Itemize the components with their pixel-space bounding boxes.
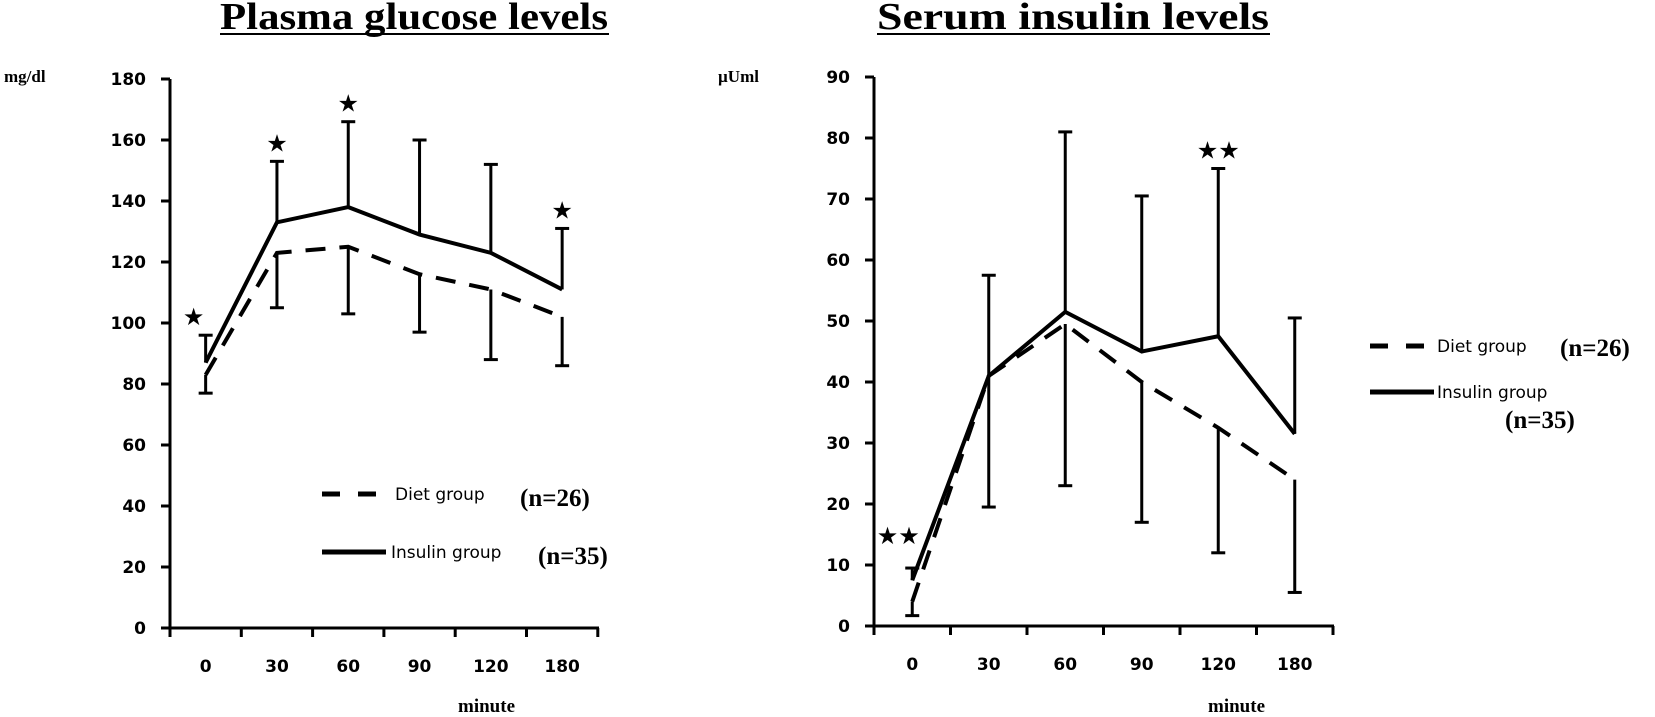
series-line <box>203 205 564 364</box>
y-tick-label: 10 <box>826 556 850 576</box>
significance-star: ★ <box>266 129 288 157</box>
y-tick-label: 90 <box>826 68 850 88</box>
y-tick-label: 100 <box>111 314 147 334</box>
y-tick-label: 40 <box>826 373 850 393</box>
series-line <box>203 244 563 376</box>
x-axis-label: minute <box>1208 696 1265 717</box>
legend-label-diet: Diet group <box>395 485 485 505</box>
y-tick-label: 80 <box>826 129 850 149</box>
legend-n-diet: (n=26) <box>520 485 590 512</box>
x-tick-label: 180 <box>544 657 580 677</box>
y-tick-label: 180 <box>111 70 147 90</box>
series-insulin-group <box>198 120 570 364</box>
x-tick-label: 90 <box>408 657 432 677</box>
axes: 0 10 20 30 40 50 60 70 80 90 0 30 60 90 120 180 <box>826 68 1335 675</box>
legend-label-diet: Diet group <box>1437 337 1527 357</box>
x-tick-label: 120 <box>1201 655 1237 675</box>
y-tick-label: 60 <box>122 436 146 456</box>
series-insulin-group <box>905 130 1302 581</box>
y-tick-label: 120 <box>111 253 147 273</box>
x-tick-label: 120 <box>473 657 509 677</box>
axes: 0 20 40 60 80 100 120 140 160 180 0 30 60 90 120 180 <box>111 70 600 677</box>
legend-label-insulin: Insulin group <box>1437 383 1547 403</box>
legend-label-insulin: Insulin group <box>391 543 501 563</box>
y-tick-label: 50 <box>826 312 850 332</box>
x-tick-label: 0 <box>200 657 212 677</box>
y-tick-label: 30 <box>826 434 850 454</box>
x-tick-label: 30 <box>265 657 289 677</box>
significance-star: ★ <box>183 303 205 331</box>
x-axis-label: minute <box>458 696 515 717</box>
x-tick-label: 60 <box>336 657 360 677</box>
legend-n-insulin: (n=35) <box>1505 407 1575 434</box>
series-line <box>910 321 1296 603</box>
y-tick-label: 80 <box>122 375 146 395</box>
legend-n-diet: (n=26) <box>1560 335 1630 362</box>
x-tick-label: 60 <box>1053 655 1077 675</box>
x-tick-label: 0 <box>906 655 918 675</box>
y-axis-unit: mg/dl <box>4 67 46 86</box>
series-line <box>910 309 1297 581</box>
significance-star: ★ <box>337 90 359 118</box>
chart-title: Serum insulin levels <box>877 0 1269 38</box>
y-tick-label: 0 <box>134 619 146 639</box>
chart-title: Plasma glucose levels <box>220 0 608 38</box>
y-tick-label: 160 <box>111 131 147 151</box>
significance-star: ★★ <box>1197 137 1240 165</box>
x-tick-label: 90 <box>1130 655 1154 675</box>
series-diet-group <box>198 244 570 395</box>
y-tick-label: 40 <box>122 497 146 517</box>
y-tick-label: 20 <box>826 495 850 515</box>
legend-n-insulin: (n=35) <box>538 543 608 570</box>
legend: Diet group (n=26) Insulin group (n=35) <box>322 485 608 570</box>
x-tick-label: 30 <box>977 655 1001 675</box>
y-axis-unit: µUml <box>718 67 759 86</box>
significance-star: ★ <box>551 196 573 224</box>
serum-insulin-chart: Serum insulin levels µUml minute Diet gr… <box>718 0 1630 717</box>
y-tick-label: 0 <box>838 617 850 637</box>
legend: Diet group (n=26) Insulin group (n=35) <box>1370 335 1630 434</box>
y-tick-label: 70 <box>826 190 850 210</box>
y-tick-label: 140 <box>111 192 147 212</box>
series-diet-group <box>905 321 1302 618</box>
significance-star: ★★ <box>877 522 920 550</box>
y-tick-label: 20 <box>122 558 146 578</box>
y-tick-label: 60 <box>826 251 850 271</box>
plasma-glucose-chart: Plasma glucose levels mg/dl minute Diet … <box>4 0 609 717</box>
x-tick-label: 180 <box>1277 655 1313 675</box>
